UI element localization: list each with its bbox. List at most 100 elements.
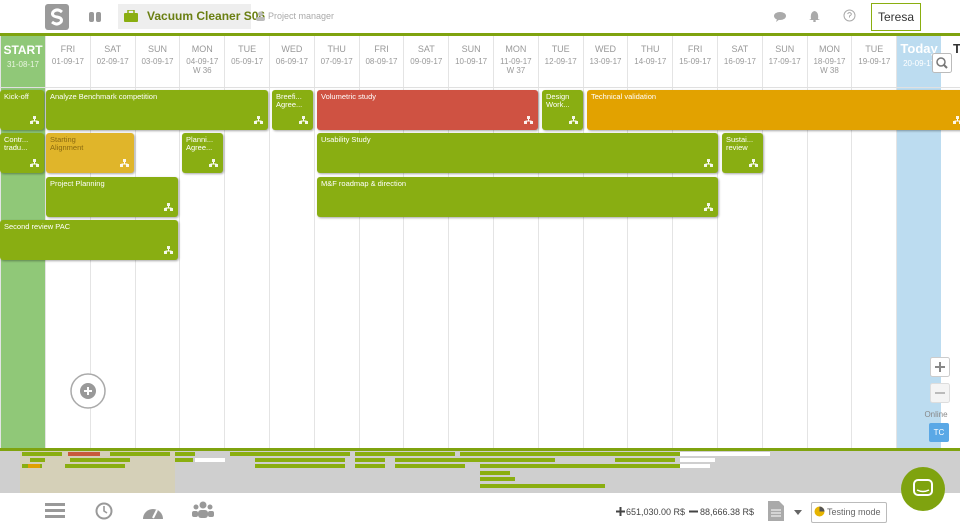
task-bar[interactable]: Project Planning	[46, 177, 178, 217]
history-icon[interactable]	[95, 502, 113, 520]
search-button[interactable]	[932, 53, 952, 73]
project-name: Vacuum Cleaner S06	[147, 9, 266, 23]
date-label: 15-09-17	[679, 57, 712, 66]
subtasks-icon	[30, 159, 39, 169]
task-label: Design	[546, 92, 570, 101]
day-label: FRI	[687, 44, 703, 54]
logo[interactable]	[45, 4, 69, 30]
minimap[interactable]	[0, 451, 960, 493]
subtasks-icon	[164, 203, 173, 213]
help-icon[interactable]	[843, 9, 856, 22]
day-label: SUN	[147, 44, 167, 54]
day-label: T	[953, 41, 960, 56]
date-label: 06-09-17	[275, 57, 308, 66]
dropdown-caret[interactable]	[794, 510, 802, 515]
task-bar[interactable]: Technical validation	[587, 90, 960, 130]
document-icon[interactable]	[768, 501, 784, 521]
date-label: 16-09-17	[723, 57, 756, 66]
task-bar[interactable]: M&F roadmap & direction	[317, 177, 718, 217]
day-label: FRI	[374, 44, 389, 54]
bell-icon[interactable]	[809, 10, 820, 22]
date-label: 10-09-17	[455, 57, 488, 66]
income: 651,030.00 R$	[626, 507, 686, 517]
date-label: 03-09-17	[141, 57, 174, 66]
week-label: W 37	[506, 66, 526, 75]
day-label: SAT	[417, 44, 435, 54]
day-label: START	[3, 43, 43, 57]
date-label: 31-08-17	[6, 60, 40, 69]
expense-icon	[689, 510, 698, 513]
task-label: Technical validation	[591, 92, 657, 101]
task-label: Contr...	[4, 135, 29, 144]
online-status: Online	[924, 410, 948, 419]
task-label: Analyze Benchmark competition	[50, 92, 158, 101]
task-bar[interactable]: Volumetric study	[317, 90, 538, 130]
task-label: Kick-off	[4, 92, 29, 101]
subtasks-icon	[254, 116, 263, 126]
header-rule	[0, 87, 960, 88]
task-label: Alignment	[50, 143, 84, 152]
subtasks-icon	[30, 116, 39, 126]
day-label: THU	[641, 44, 660, 54]
date-label: 04-09-17	[186, 57, 219, 66]
week-label: W 38	[820, 66, 839, 75]
day-label: TUE	[238, 44, 257, 54]
subtasks-icon	[704, 203, 713, 213]
dashboard-icon[interactable]	[142, 502, 164, 520]
task-bar[interactable]: Kick-off	[0, 90, 44, 130]
date-label: 13-09-17	[589, 57, 622, 66]
date-label: 01-09-17	[51, 57, 84, 66]
date-label: 14-09-17	[634, 57, 667, 66]
team-icon[interactable]	[192, 501, 214, 519]
task-label: Project Planning	[50, 179, 105, 188]
task-bar[interactable]: Starting Alignment	[46, 133, 134, 173]
user-avatar[interactable]: TC	[929, 423, 949, 442]
date-label: 07-09-17	[320, 57, 353, 66]
task-label: Starting	[50, 135, 76, 144]
project-tab[interactable]	[118, 4, 251, 29]
testing-mode-label: Testing mode	[827, 507, 881, 517]
task-label: Second review PAC	[4, 222, 71, 231]
zoom-in[interactable]	[930, 357, 950, 377]
task-bar[interactable]: Usability Study	[317, 133, 718, 173]
task-label: Sustai...	[726, 135, 754, 144]
date-label: 18-09-17	[813, 57, 846, 66]
task-bar[interactable]: Analyze Benchmark competition	[46, 90, 268, 130]
day-label: Today	[900, 41, 938, 56]
add-task-button[interactable]	[69, 372, 107, 410]
zoom-out[interactable]	[930, 383, 950, 403]
day-label: WED	[594, 44, 616, 54]
search-projects-icon[interactable]	[88, 9, 102, 23]
week-label: W 36	[192, 66, 212, 75]
person-icon	[256, 11, 265, 21]
day-label: TUE	[865, 44, 884, 54]
task-bar[interactable]: Contr... tradu...	[0, 133, 44, 173]
day-label: SUN	[461, 44, 481, 54]
chat-icon[interactable]	[774, 11, 786, 22]
day-label: MON	[191, 44, 213, 54]
task-bar[interactable]: Planni... Agree...	[182, 133, 223, 173]
user-button[interactable]: Teresa	[871, 3, 921, 31]
top-rule	[0, 33, 960, 36]
task-bar[interactable]: Breefi... Agree...	[272, 90, 313, 130]
day-label: SAT	[104, 44, 122, 54]
date-label: 12-09-17	[544, 57, 577, 66]
day-label: FRI	[60, 44, 76, 54]
date-label: 02-09-17	[96, 57, 129, 66]
support-chat-button[interactable]	[900, 466, 946, 512]
date-label: 17-09-17	[768, 57, 801, 66]
subtasks-icon	[704, 159, 713, 169]
day-label: MON	[818, 44, 840, 54]
expense: 88,666.38 R$	[700, 507, 755, 517]
task-bar[interactable]: Design Work...	[542, 90, 583, 130]
task-label: Usability Study	[321, 135, 371, 144]
list-view-icon[interactable]	[45, 503, 65, 519]
task-bar[interactable]: Sustai... review	[722, 133, 763, 173]
date-label: 09-09-17	[410, 57, 443, 66]
role: Project manager	[268, 11, 335, 21]
task-label: M&F roadmap & direction	[321, 179, 407, 188]
income-icon	[616, 507, 625, 516]
testing-mode-button[interactable]	[811, 502, 887, 523]
task-bar[interactable]: Second review PAC	[0, 220, 178, 260]
task-label: Agree...	[276, 100, 303, 109]
